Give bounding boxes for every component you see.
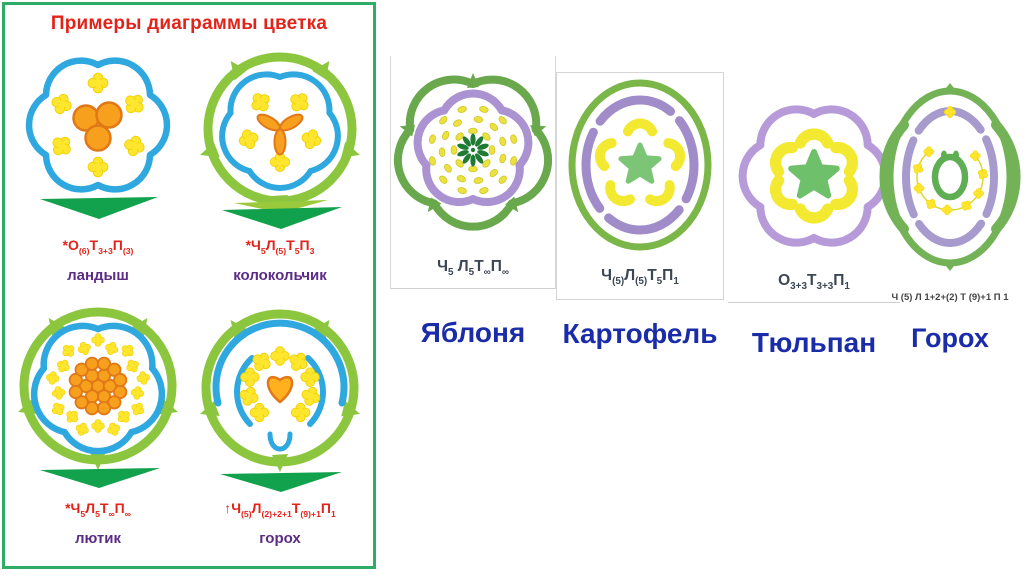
flower-card-landysh: *О(6)Т3+3П(3) ландыш	[7, 37, 189, 284]
flower-card-potato: Ч(5)Л(5)Т5П1 Картофель	[556, 72, 724, 350]
flower-formula: Ч(5)Л(5)Т5П1	[601, 267, 679, 288]
apple-flower-diagram	[393, 73, 553, 231]
bellflower-diagram	[200, 52, 360, 229]
flower-formula: *Ч5Л5Т∞П∞	[65, 499, 131, 519]
flower-formula: О3+3Т3+3П1	[778, 272, 850, 293]
pistil	[931, 150, 968, 201]
petal-ring	[212, 319, 348, 452]
bract	[40, 197, 158, 219]
sepal-ring	[200, 309, 360, 472]
bract	[220, 471, 342, 492]
flower-formula: ↑Ч(5)Л(2)+2+1Т(9)+1П1	[224, 499, 336, 519]
tulip-flower-diagram	[738, 105, 890, 247]
bract	[234, 200, 328, 213]
flower-card-goroh-left: ↑Ч(5)Л(2)+2+1Т(9)+1П1 горох	[189, 296, 371, 547]
flower-name: Яблоня	[420, 317, 526, 349]
flower-formula: Ч5 Л5Т∞П∞	[437, 258, 509, 279]
sepal-ring	[568, 79, 712, 251]
flower-name: горох	[259, 529, 301, 547]
sepal-tips	[399, 73, 547, 213]
buttercup-diagram	[18, 307, 178, 488]
pistils	[68, 356, 128, 416]
flower-name: колокольчик	[233, 266, 327, 284]
petal-ring	[581, 95, 699, 235]
bract	[222, 207, 342, 229]
flower-card-lyutik: *Ч5Л5Т∞П∞ лютик	[7, 296, 189, 547]
pistil-star	[791, 152, 837, 195]
flower-card-kolokolchik: *Ч5Л(5)Т5П3 колокольчик	[189, 37, 371, 284]
corolla-ring	[25, 57, 171, 193]
left-panel: Примеры диаграммы цветка	[2, 2, 376, 569]
flower-card-pea: Ч (5) Л 1+2+(2) Т (9)+1 П 1 Горох	[876, 80, 1024, 354]
pea-diagram-left	[200, 309, 360, 492]
apple-image-frame: Ч5 Л5Т∞П∞	[390, 56, 556, 290]
pistil	[72, 101, 123, 152]
flower-name: Тюльпан	[751, 327, 877, 359]
flower-name: Картофель	[562, 318, 718, 350]
flower-name: ландыш	[67, 266, 129, 284]
flower-formula: Ч (5) Л 1+2+(2) Т (9)+1 П 1	[891, 292, 1009, 303]
flower-formula: *Ч5Л(5)Т5П3	[245, 237, 315, 256]
separator-line	[728, 302, 900, 304]
flower-formula: *О(6)Т3+3П(3)	[62, 237, 134, 256]
pistil-star	[621, 145, 659, 181]
pistil	[256, 113, 304, 156]
potato-flower-diagram	[568, 79, 712, 251]
bract	[40, 467, 160, 488]
pistil	[457, 133, 489, 167]
lily-of-the-valley-diagram	[25, 57, 171, 219]
flower-name: лютик	[74, 529, 122, 547]
sepal-ring	[393, 75, 553, 231]
sepal-tips	[880, 83, 1019, 271]
panel-title: Примеры диаграммы цветка	[50, 13, 328, 34]
pea-flower-diagram	[878, 83, 1021, 271]
flower-grid: *О(6)Т3+3П(3) ландыш	[5, 37, 373, 547]
flower-name: Горох	[911, 323, 989, 353]
petal-ring	[413, 89, 533, 207]
flower-card-tulip: О3+3Т3+3П1 Тюльпан	[728, 88, 900, 359]
potato-image-frame: Ч(5)Л(5)Т5П1	[556, 72, 724, 301]
stamens	[429, 106, 517, 194]
petal-ring	[30, 322, 166, 455]
flower-card-apple: Ч5 Л5Т∞П∞ Яблоня	[390, 56, 556, 349]
pistil-heart	[266, 375, 294, 404]
keel-petal	[267, 431, 293, 452]
corolla-ring	[219, 71, 341, 191]
